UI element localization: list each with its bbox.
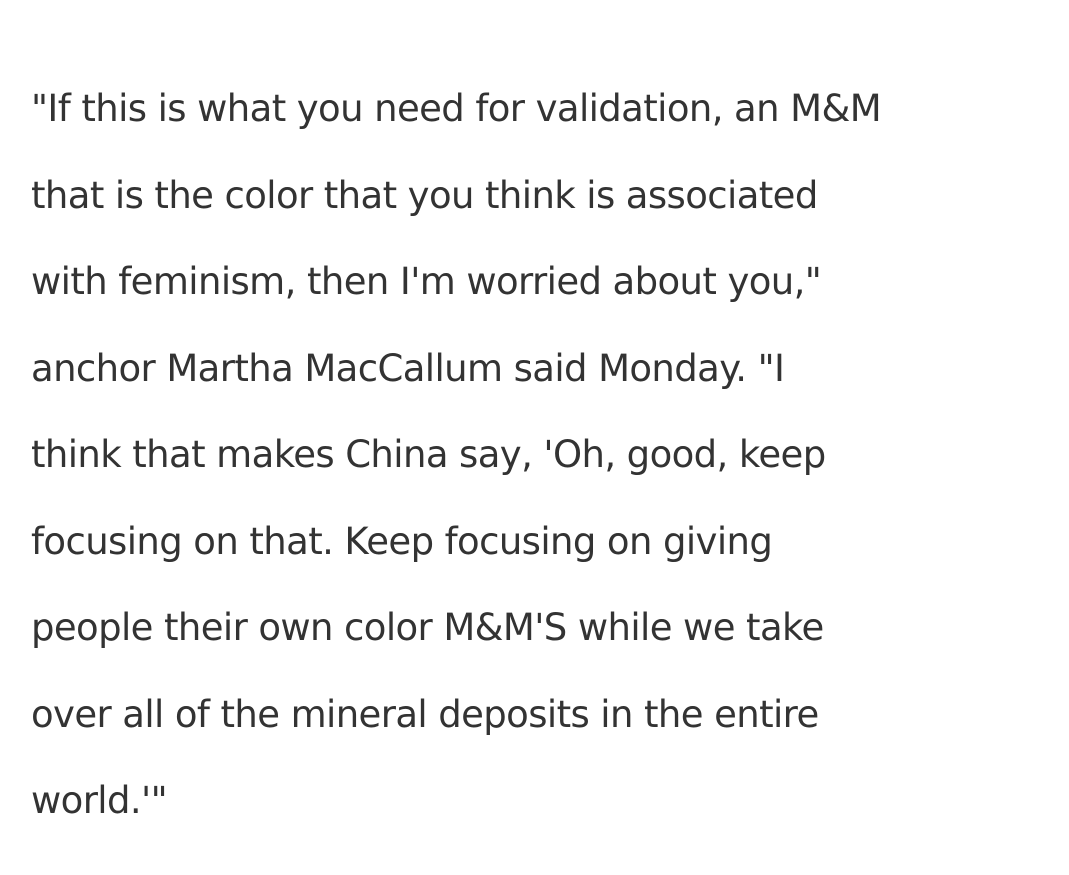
paragraph-line: that is the color that you think is asso…	[31, 173, 818, 217]
paragraph-line: people their own color M&M'S while we ta…	[31, 606, 824, 649]
paragraph-line: focusing on that. Keep focusing on givin…	[31, 519, 773, 563]
paragraph-line: anchor Martha MacCallum said Monday. "I	[31, 346, 785, 390]
paragraph-line: with feminism, then I'm worried about yo…	[31, 260, 822, 303]
paragraph-line: "If this is what you need for validation…	[31, 87, 882, 130]
paragraph-line: world.'"	[31, 779, 168, 822]
paragraph-line: over all of the mineral deposits in the …	[31, 692, 819, 736]
paragraph-line: think that makes China say, 'Oh, good, k…	[31, 433, 826, 476]
article-paragraph: "If this is what you need for validation…	[31, 66, 1041, 845]
